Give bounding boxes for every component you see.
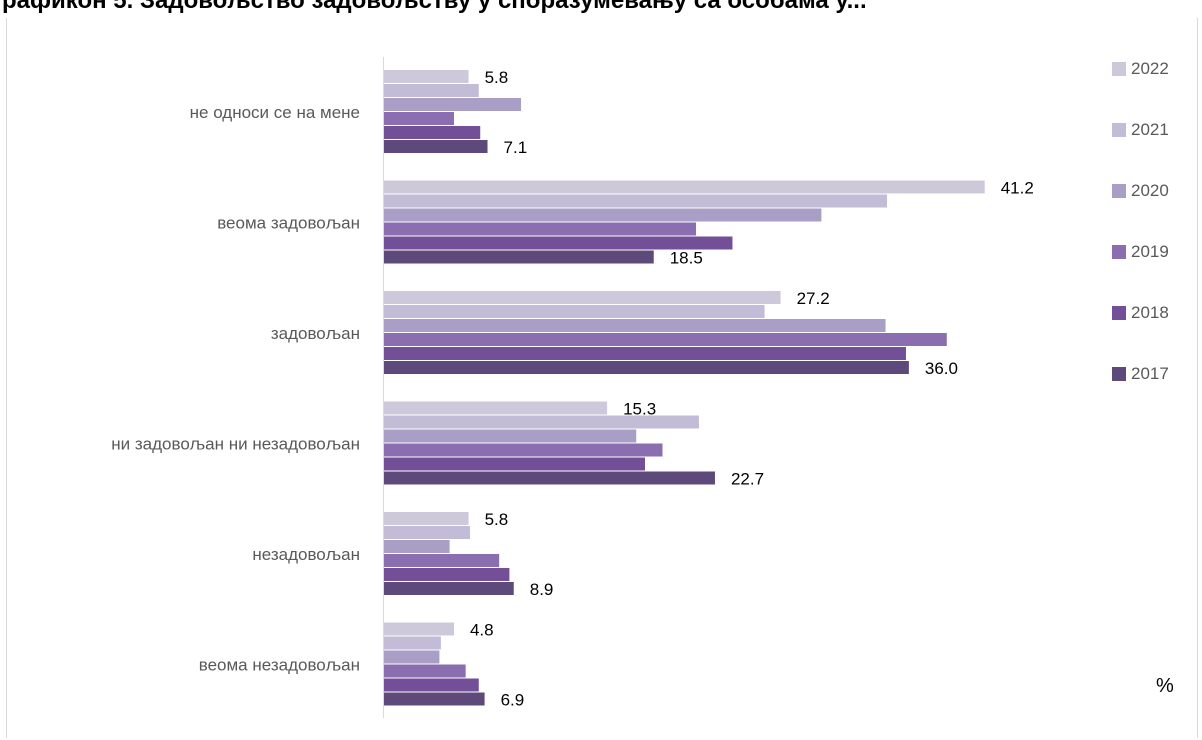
- bar-2022: [384, 401, 608, 415]
- bar-2017: [384, 471, 715, 485]
- legend-label-2022: 2022: [1131, 59, 1169, 78]
- legend-label-2020: 2020: [1131, 181, 1169, 200]
- legend-swatch-2018: [1112, 306, 1126, 320]
- bar-2019: [384, 443, 663, 457]
- data-label-2022: 4.8: [470, 621, 494, 640]
- data-label-2017: 22.7: [731, 470, 764, 489]
- bar-2020: [384, 540, 450, 553]
- data-label-2022: 5.8: [485, 68, 509, 87]
- bar-2018: [384, 457, 645, 471]
- bar-2021: [384, 305, 765, 318]
- data-label-2022: 41.2: [1001, 179, 1034, 198]
- legend-swatch-2020: [1112, 184, 1126, 198]
- category-label: веома задовољан: [217, 214, 360, 233]
- bar-2017: [384, 361, 909, 374]
- data-label-2017: 18.5: [670, 249, 703, 268]
- chart-title-strip: рафикон 5. Задовољство задовољству у спо…: [0, 0, 1202, 18]
- bar-2019: [384, 222, 697, 236]
- bar-2019: [384, 664, 466, 678]
- category-label: незадовољан: [252, 545, 360, 564]
- chart-frame: [6, 18, 1198, 738]
- legend-swatch-2017: [1112, 367, 1126, 381]
- bar-2021: [384, 415, 699, 429]
- category-label: задовољан: [271, 324, 360, 343]
- bar-2021: [384, 84, 479, 97]
- bar-2019: [384, 554, 500, 567]
- bar-2017: [384, 140, 488, 153]
- bar-2017: [384, 692, 485, 706]
- bar-2017: [384, 582, 514, 595]
- legend-label-2017: 2017: [1131, 364, 1169, 383]
- bar-2018: [384, 126, 481, 139]
- bar-2020: [384, 208, 822, 222]
- bar-2022: [384, 291, 781, 304]
- legend-label-2018: 2018: [1131, 303, 1169, 322]
- legend-swatch-2021: [1112, 123, 1126, 137]
- data-label-2017: 36.0: [925, 359, 958, 378]
- bar-2021: [384, 636, 441, 650]
- bar-2017: [384, 250, 654, 264]
- legend-swatch-2022: [1112, 62, 1126, 76]
- bar-2018: [384, 236, 733, 250]
- legend-label-2019: 2019: [1131, 242, 1169, 261]
- bar-2019: [384, 112, 454, 125]
- category-label: ни задовољан ни незадовољан: [111, 435, 360, 454]
- bar-2018: [384, 678, 479, 692]
- data-label-2017: 7.1: [504, 138, 528, 157]
- bar-2019: [384, 333, 947, 346]
- bar-2018: [384, 568, 510, 581]
- category-label: не односи се на мене: [190, 103, 360, 122]
- bar-2020: [384, 98, 522, 111]
- bar-2022: [384, 70, 469, 83]
- bar-2021: [384, 194, 888, 208]
- chart-title: рафикон 5. Задовољство задовољству у спо…: [2, 0, 867, 14]
- bar-2020: [384, 319, 886, 332]
- bar-2021: [384, 526, 471, 539]
- bar-2020: [384, 429, 637, 443]
- bar-2022: [384, 512, 469, 525]
- bar-2022: [384, 622, 454, 636]
- data-label-2022: 27.2: [797, 289, 830, 308]
- data-label-2022: 15.3: [623, 400, 656, 419]
- unit-label: %: [1156, 675, 1174, 697]
- bar-2020: [384, 650, 440, 664]
- bar-2022: [384, 180, 985, 194]
- legend-swatch-2019: [1112, 245, 1126, 259]
- category-label: веома незадовољан: [199, 656, 360, 675]
- data-label-2017: 6.9: [501, 691, 525, 710]
- data-label-2017: 8.9: [530, 580, 554, 599]
- data-label-2022: 5.8: [485, 510, 509, 529]
- legend-label-2021: 2021: [1131, 120, 1169, 139]
- bar-2018: [384, 347, 906, 360]
